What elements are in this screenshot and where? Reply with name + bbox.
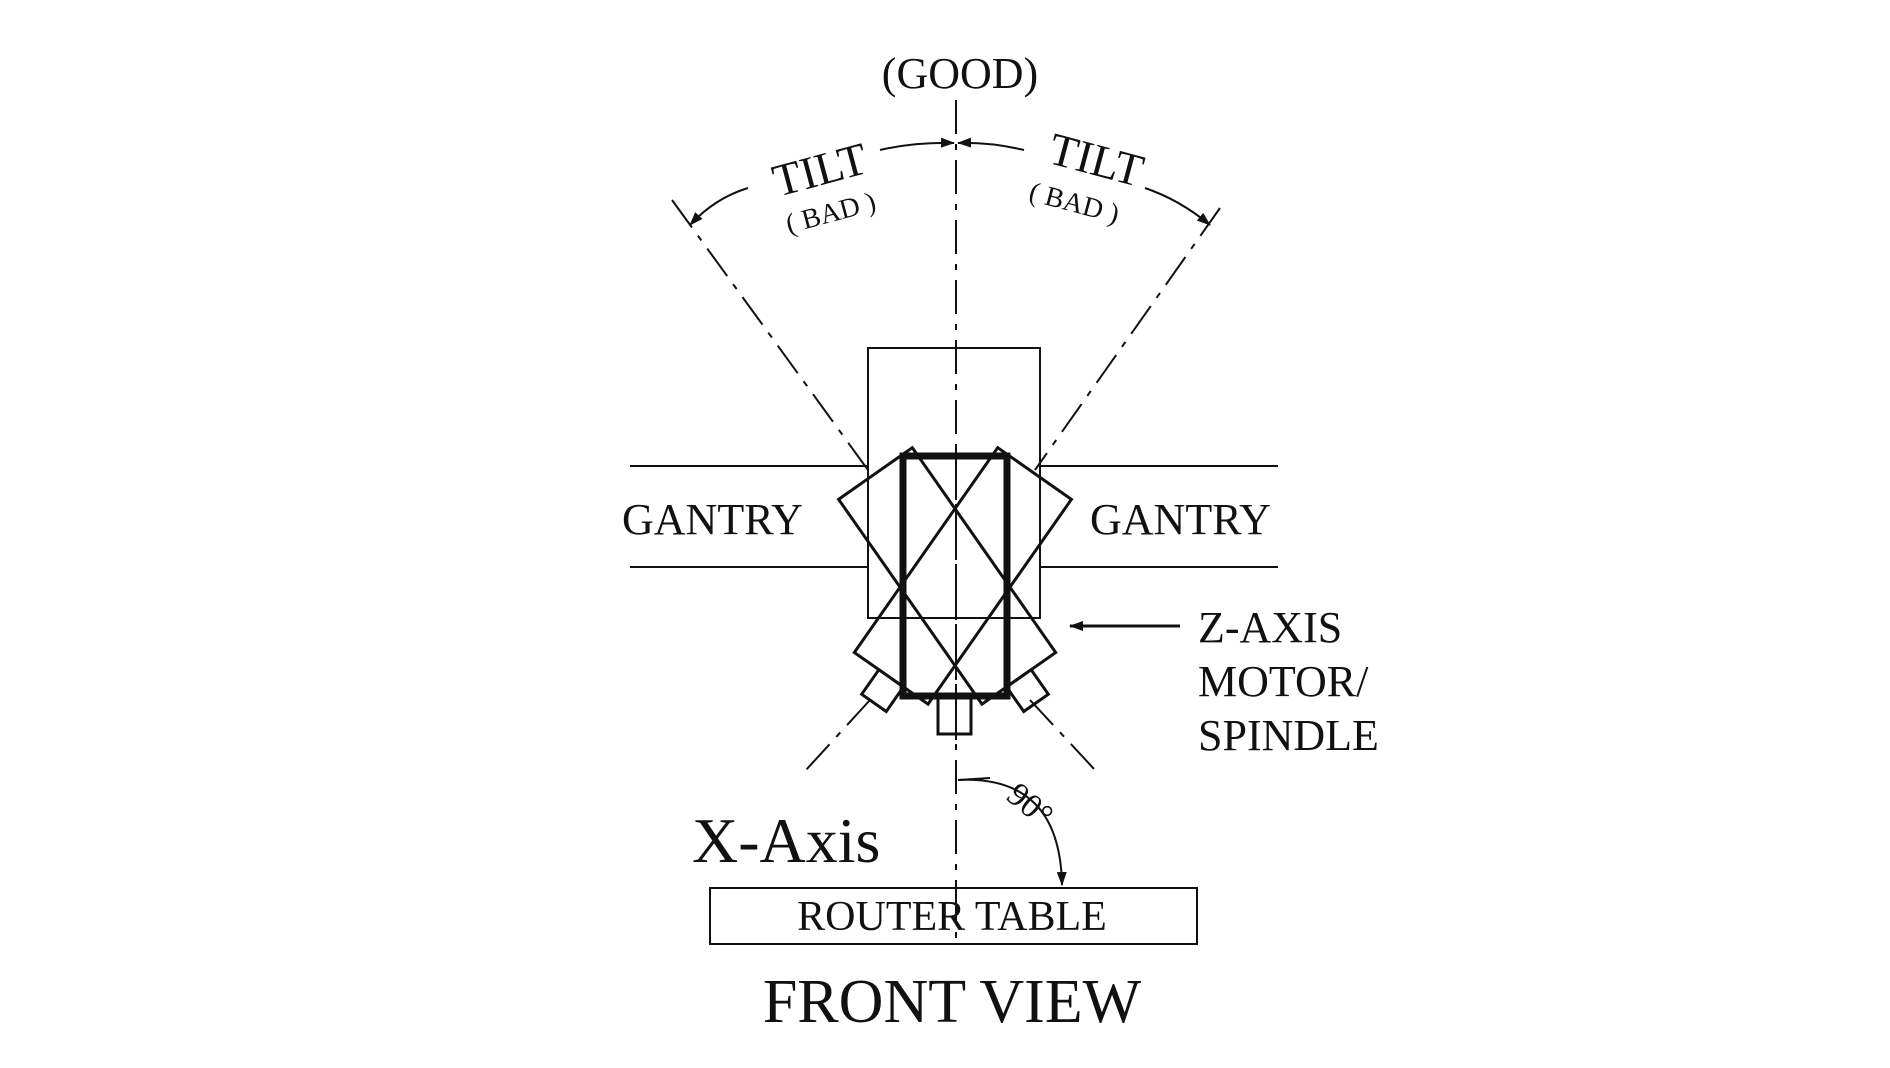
- tilt-arc-left-outer: [689, 187, 749, 226]
- tilt-arc-left-inner: [879, 137, 955, 151]
- tilt-line-right: [1034, 207, 1221, 471]
- tilt-line-right-lower: [1029, 699, 1096, 771]
- right-angle-arc: [957, 778, 1067, 886]
- carriage-plate: [867, 347, 1041, 619]
- tilt-arc-right-inner: [957, 137, 1025, 151]
- tilted-motor-left: [852, 445, 1074, 714]
- x-axis-label: X-Axis: [692, 805, 880, 876]
- front-view-title: FRONT VIEW: [763, 968, 1142, 1036]
- tilt-line-left-lower: [805, 699, 871, 771]
- motor-label-line-1: Z-AXIS: [1198, 603, 1342, 652]
- gantry-left-label: GANTRY: [622, 495, 803, 544]
- router-table-label: ROUTER TABLE: [797, 894, 1107, 940]
- tilt-arc-right-outer: [1144, 187, 1211, 226]
- motor-label-line-2: MOTOR/: [1198, 657, 1369, 706]
- motor-label-line-3: SPINDLE: [1198, 711, 1379, 760]
- spindle-bit: [936, 696, 973, 736]
- tilt-line-left: [671, 199, 869, 471]
- gantry-right-label: GANTRY: [1090, 495, 1271, 544]
- good-label: (GOOD): [882, 49, 1038, 98]
- tilted-motor-right: [836, 445, 1058, 714]
- right-angle-tick: [957, 777, 991, 781]
- router-table: [709, 887, 1198, 945]
